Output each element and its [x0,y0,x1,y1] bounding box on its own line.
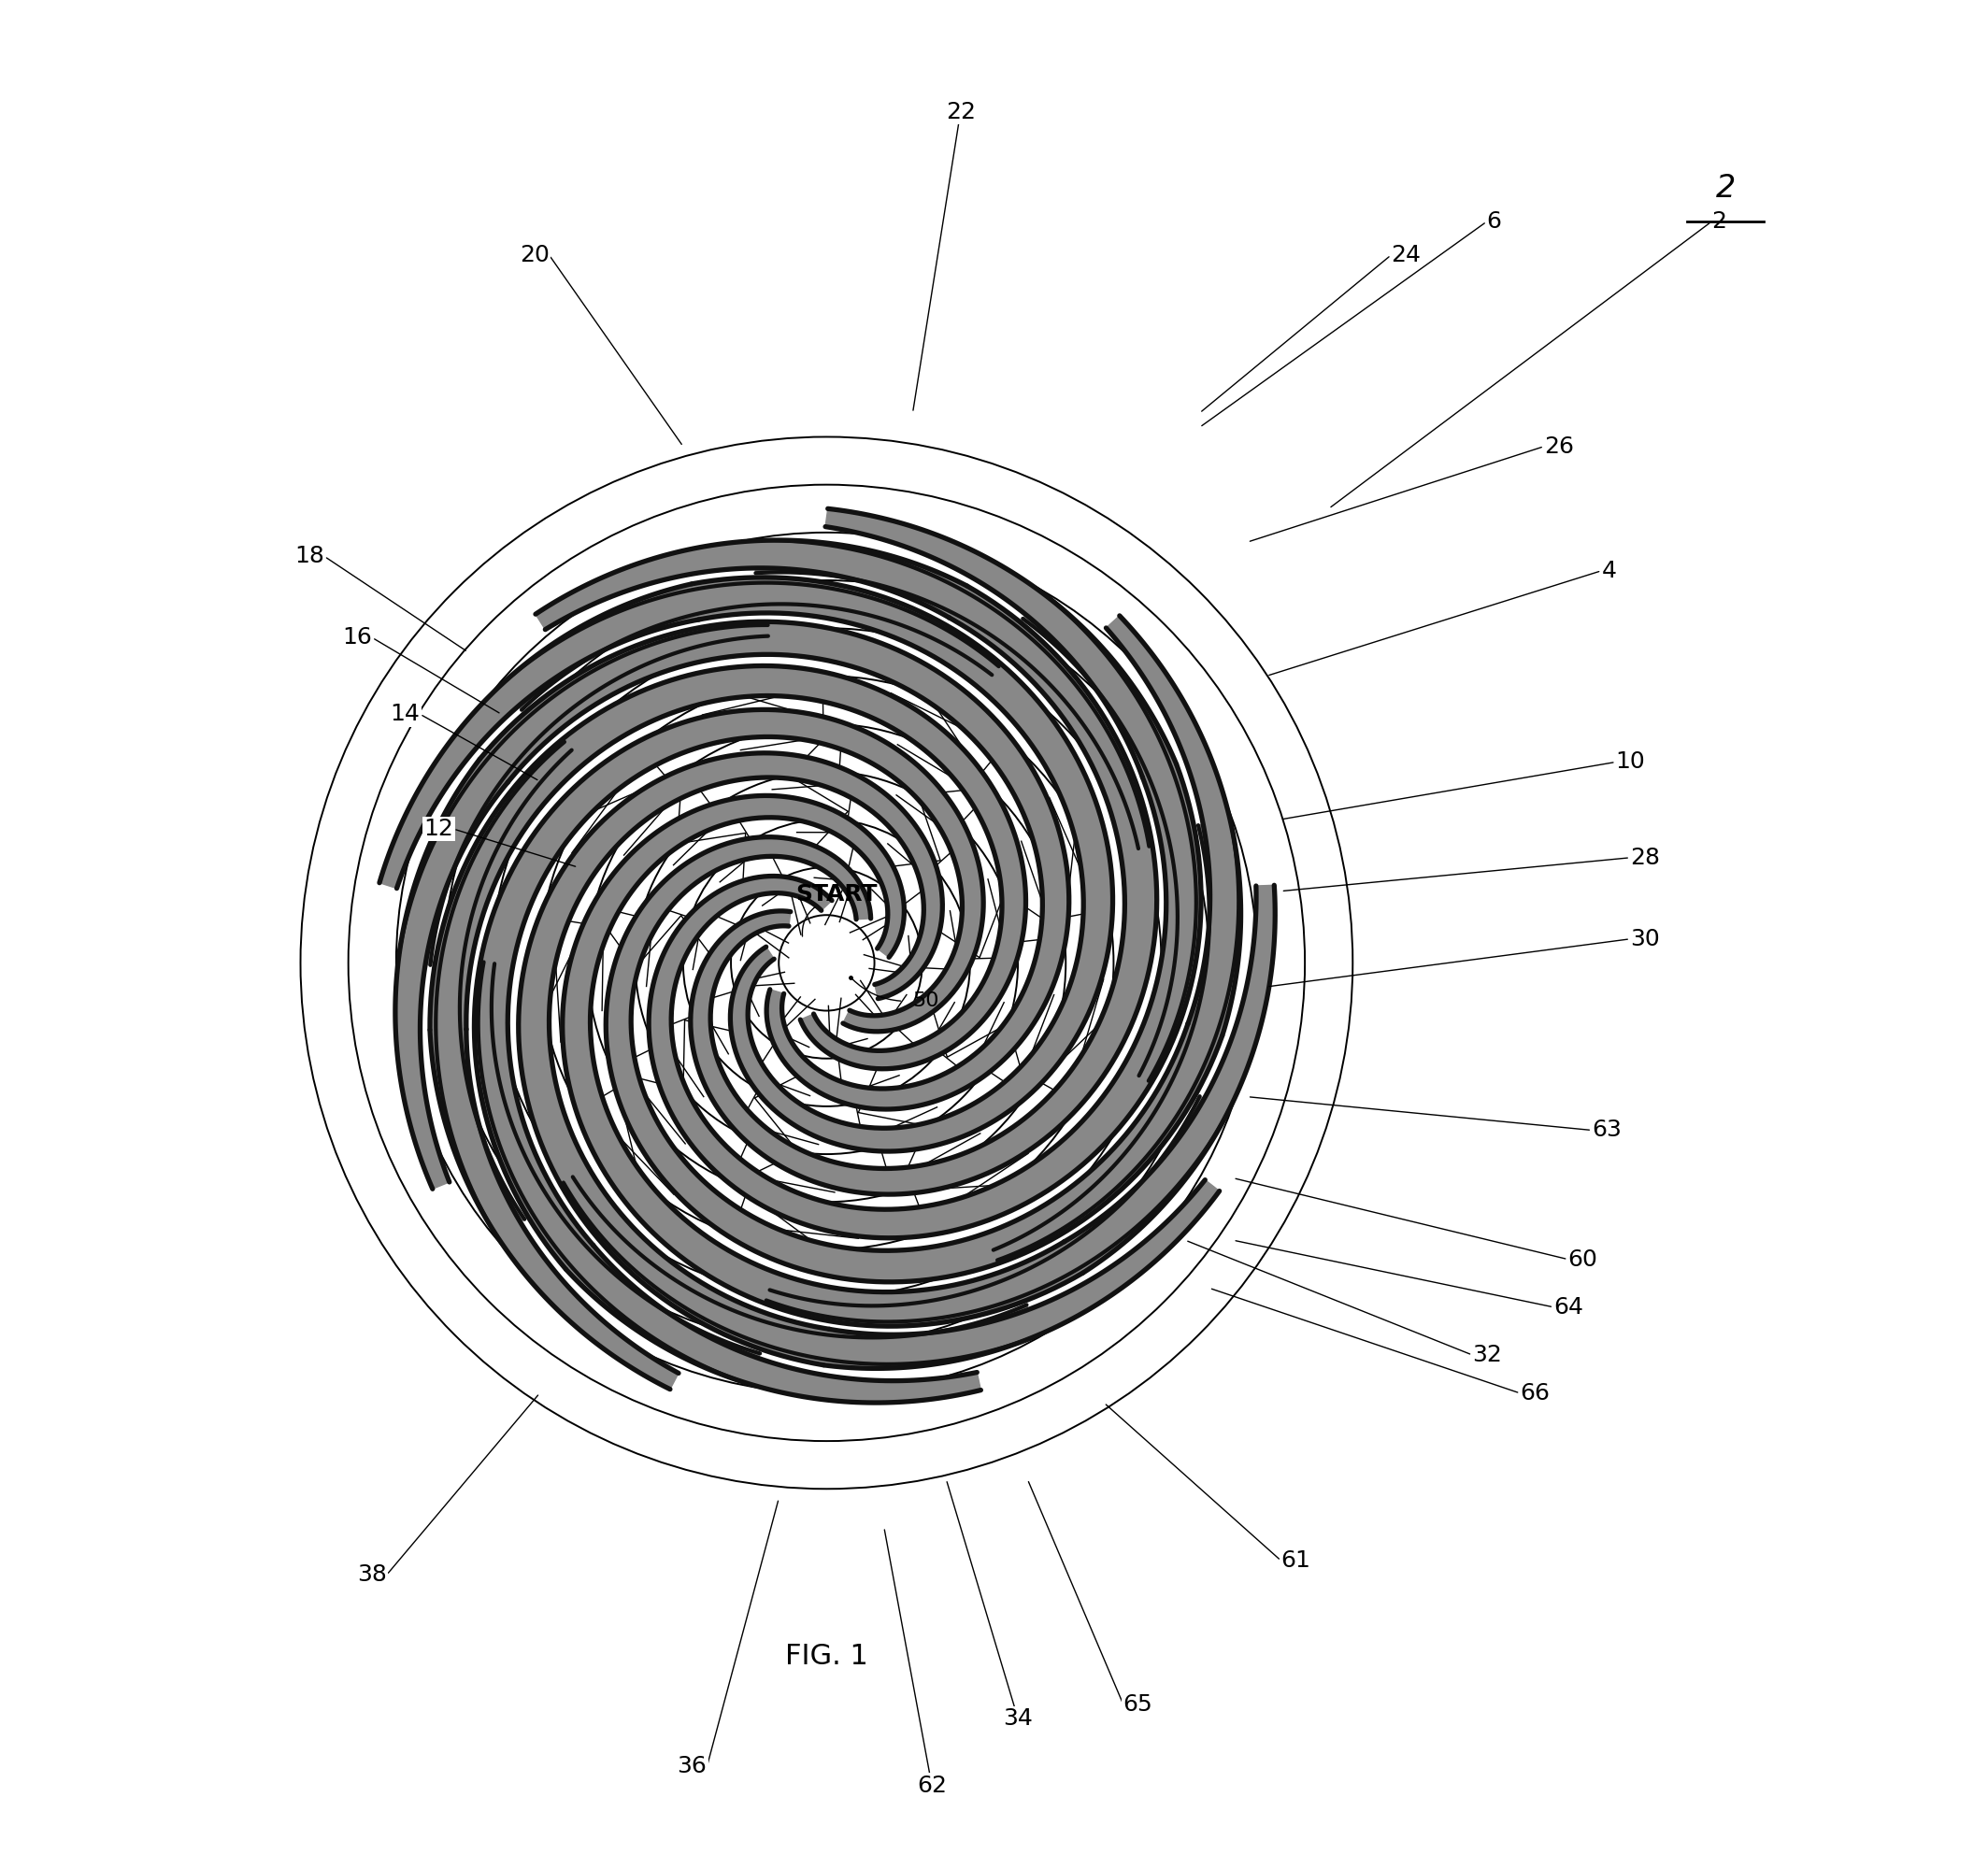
Polygon shape [396,760,509,1188]
Polygon shape [429,666,1026,1068]
Text: 63: 63 [1592,1120,1622,1142]
Text: 66: 66 [1521,1381,1551,1405]
Text: 28: 28 [1630,847,1660,870]
Text: 2: 2 [1716,172,1736,204]
Polygon shape [648,764,1201,1238]
Text: 24: 24 [1392,245,1421,267]
Text: 32: 32 [1473,1344,1503,1366]
Polygon shape [1064,884,1274,1272]
Text: 12: 12 [423,818,453,840]
Polygon shape [563,1177,1040,1365]
Text: 20: 20 [519,245,549,267]
Polygon shape [567,1246,980,1403]
Text: START: START [795,883,877,905]
Polygon shape [825,508,1177,777]
Text: 6: 6 [1487,211,1501,234]
Text: FIG. 1: FIG. 1 [785,1643,869,1670]
Polygon shape [606,836,1223,1281]
Polygon shape [535,540,966,630]
Text: 60: 60 [1569,1248,1598,1270]
Polygon shape [1022,593,1197,1081]
Polygon shape [429,1029,678,1389]
Polygon shape [499,582,998,710]
Text: 14: 14 [390,703,419,725]
Text: 34: 34 [1004,1708,1034,1730]
Polygon shape [692,577,1113,1151]
Polygon shape [1105,616,1241,1035]
Polygon shape [475,710,984,1268]
Polygon shape [519,753,942,1365]
Polygon shape [563,795,1083,1326]
Polygon shape [823,1179,1219,1368]
Polygon shape [765,1096,1229,1322]
Polygon shape [380,584,700,888]
Text: 36: 36 [678,1756,708,1778]
Text: 4: 4 [1602,560,1616,582]
Polygon shape [690,586,1157,1194]
Text: 64: 64 [1553,1296,1584,1318]
Text: 30: 30 [1630,927,1660,949]
Polygon shape [753,540,1149,849]
Polygon shape [994,818,1239,1261]
Text: 16: 16 [342,627,372,649]
Text: 38: 38 [356,1563,386,1587]
Text: 22: 22 [946,100,976,122]
Text: 50: 50 [912,992,940,1010]
Text: 2: 2 [1712,211,1726,234]
Text: 18: 18 [294,545,324,567]
Text: 61: 61 [1280,1550,1310,1572]
Text: 10: 10 [1616,751,1646,773]
Text: 65: 65 [1123,1693,1153,1715]
Text: 26: 26 [1545,436,1574,458]
Polygon shape [398,625,767,966]
Polygon shape [479,621,1070,1109]
Polygon shape [435,742,573,1237]
Text: 62: 62 [916,1774,946,1797]
Polygon shape [479,962,759,1385]
